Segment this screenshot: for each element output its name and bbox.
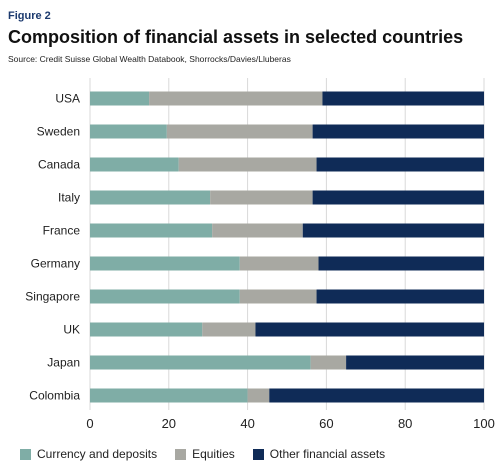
bar-segment <box>302 223 484 238</box>
category-label: Italy <box>58 191 80 205</box>
x-tick-label: 40 <box>240 416 254 431</box>
bar-segment <box>318 256 484 271</box>
x-tick-labels: 0 20 40 60 80 100 <box>86 416 494 431</box>
bar-segment <box>210 190 313 205</box>
bars <box>90 91 484 403</box>
category-label: Japan <box>47 356 80 370</box>
figure-label: Figure 2 <box>8 10 51 22</box>
bar-segment <box>239 256 319 271</box>
legend-item: Equities <box>175 447 235 461</box>
bar-segment <box>178 157 317 172</box>
bar-segment <box>239 289 317 304</box>
bar-segment <box>90 124 167 139</box>
category-label: Singapore <box>25 290 80 304</box>
bar-segment <box>90 157 179 172</box>
legend-label: Equities <box>192 447 235 461</box>
x-tick-label: 60 <box>319 416 333 431</box>
bar-segment <box>90 223 213 238</box>
category-label: Colombia <box>29 389 80 403</box>
category-label: Canada <box>38 158 80 172</box>
bar-segment <box>90 190 211 205</box>
bar-segment <box>346 355 484 370</box>
x-tick-label: 100 <box>473 416 495 431</box>
bar-segment <box>316 157 484 172</box>
bar-segment <box>90 355 311 370</box>
category-label: Germany <box>31 257 80 271</box>
bar-segment <box>312 190 484 205</box>
chart-source: Source: Credit Suisse Global Wealth Data… <box>8 54 291 64</box>
bar-segment <box>269 388 484 403</box>
legend-item: Currency and deposits <box>20 447 157 461</box>
x-tick-label: 0 <box>86 416 93 431</box>
category-label: UK <box>63 323 80 337</box>
bar-segment <box>90 322 203 337</box>
x-tick-label: 20 <box>162 416 176 431</box>
category-label: USA <box>55 92 80 106</box>
category-labels: USA Sweden Canada Italy France Germany Singapo… <box>25 92 80 403</box>
bar-segment <box>166 124 313 139</box>
bar-segment <box>149 91 323 106</box>
bar-segment <box>90 91 150 106</box>
bar-segment <box>90 256 240 271</box>
bar-segment <box>316 289 484 304</box>
legend: Currency and deposits Equities Other finan… <box>20 447 403 461</box>
legend-swatch <box>20 448 31 460</box>
bar-segment <box>247 388 270 403</box>
legend-item: Other financial assets <box>252 447 386 461</box>
chart-title: Composition of financial assets in selec… <box>8 27 464 47</box>
bar-segment <box>90 388 248 403</box>
bar-segment <box>312 124 484 139</box>
bar-chart: USA Sweden Canada Italy France Germany Singapo… <box>25 78 495 431</box>
bar-segment <box>202 322 256 337</box>
legend-label: Other financial assets <box>269 447 386 461</box>
category-label: Sweden <box>37 125 80 139</box>
legend-label: Currency and deposits <box>37 447 158 461</box>
bar-segment <box>255 322 484 337</box>
bar-segment <box>310 355 347 370</box>
bar-segment <box>212 223 303 238</box>
category-label: France <box>43 224 81 238</box>
legend-swatch <box>252 448 264 460</box>
bar-segment <box>90 289 240 304</box>
bar-segment <box>322 91 484 106</box>
legend-swatch <box>175 448 187 460</box>
x-tick-label: 80 <box>398 416 412 431</box>
